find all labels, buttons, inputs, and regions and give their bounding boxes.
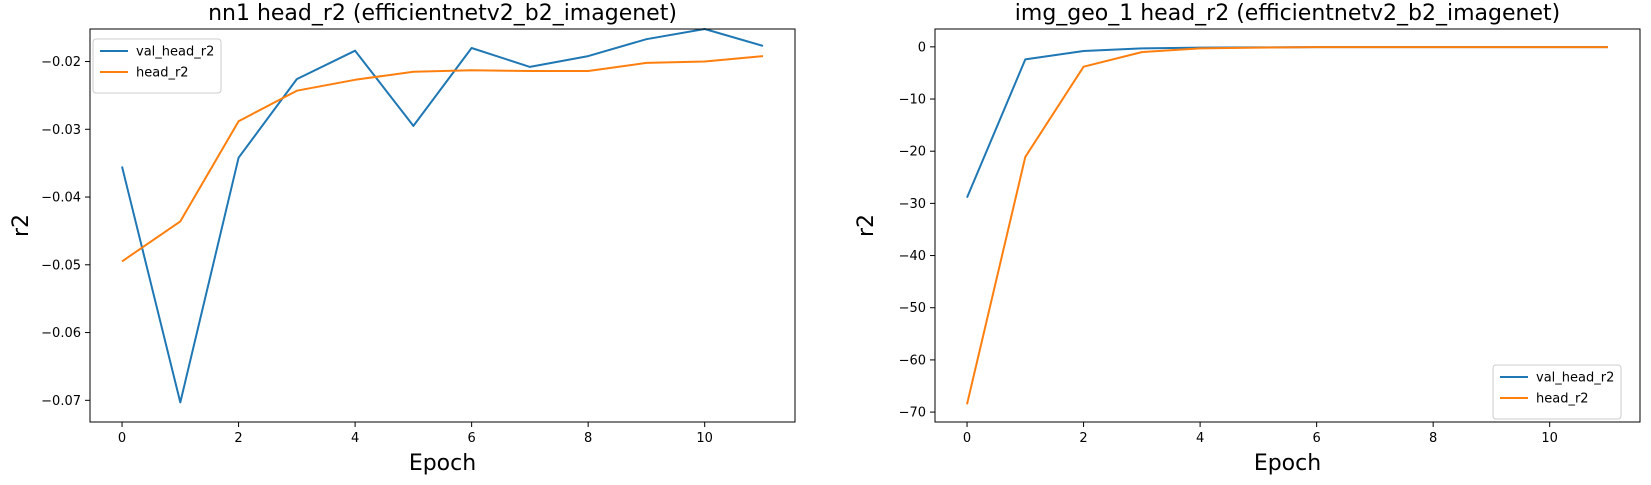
- x-axis-label: Epoch: [1254, 451, 1321, 476]
- x-tick-label: 10: [696, 431, 713, 446]
- y-tick-label: −50: [899, 301, 926, 316]
- legend-box: [92, 38, 222, 94]
- x-tick-label: 6: [1312, 431, 1320, 446]
- legend-label: head_r2: [1536, 392, 1589, 407]
- x-tick-label: 4: [351, 431, 359, 446]
- y-tick-label: −30: [899, 197, 926, 212]
- chart-title: img_geo_1 head_r2 (efficientnetv2_b2_ima…: [1015, 1, 1560, 26]
- plot-frame: [934, 28, 1641, 423]
- chart-2: img_geo_1 head_r2 (efficientnetv2_b2_ima…: [854, 1, 1641, 476]
- y-tick-label: −70: [899, 406, 926, 421]
- series-line-head_r2: [966, 46, 1608, 405]
- x-tick-label: 10: [1541, 431, 1558, 446]
- series-line-val_head_r2: [966, 46, 1608, 198]
- x-tick-label: 8: [1429, 431, 1437, 446]
- legend-label: val_head_r2: [136, 45, 214, 60]
- y-tick-label: −40: [899, 249, 926, 264]
- y-tick-label: −0.03: [41, 123, 81, 138]
- x-tick-label: 6: [467, 431, 475, 446]
- y-tick-label: −0.04: [41, 191, 81, 206]
- legend-label: head_r2: [136, 66, 189, 81]
- y-tick-label: −20: [899, 145, 926, 160]
- chart-title: nn1 head_r2 (efficientnetv2_b2_imagenet): [208, 1, 677, 26]
- y-tick-label: −10: [899, 93, 926, 108]
- y-tick-label: −60: [899, 353, 926, 368]
- x-axis-label: Epoch: [409, 451, 476, 476]
- y-tick-label: −0.07: [41, 394, 81, 409]
- y-axis-label: r2: [854, 214, 879, 237]
- y-tick-label: 0: [918, 40, 926, 55]
- legend: val_head_r2 head_r2: [92, 38, 222, 94]
- x-tick-label: 8: [584, 431, 592, 446]
- x-tick-label: 4: [1196, 431, 1204, 446]
- plot-frame: [89, 28, 796, 423]
- x-tick-label: 2: [234, 431, 242, 446]
- x-tick-label: 0: [118, 431, 126, 446]
- legend-box: [1492, 364, 1622, 420]
- chart-1: nn1 head_r2 (efficientnetv2_b2_imagenet)…: [9, 1, 796, 476]
- y-tick-label: −0.05: [41, 258, 81, 273]
- y-tick-label: −0.06: [41, 326, 81, 341]
- series-line-val_head_r2: [121, 28, 764, 404]
- legend-label: val_head_r2: [1536, 371, 1614, 386]
- x-tick-label: 0: [963, 431, 971, 446]
- x-tick-label: 2: [1079, 431, 1087, 446]
- y-axis-label: r2: [9, 214, 34, 237]
- legend: val_head_r2 head_r2: [1492, 364, 1622, 420]
- series-line-head_r2: [121, 55, 764, 263]
- y-tick-label: −0.02: [41, 55, 81, 70]
